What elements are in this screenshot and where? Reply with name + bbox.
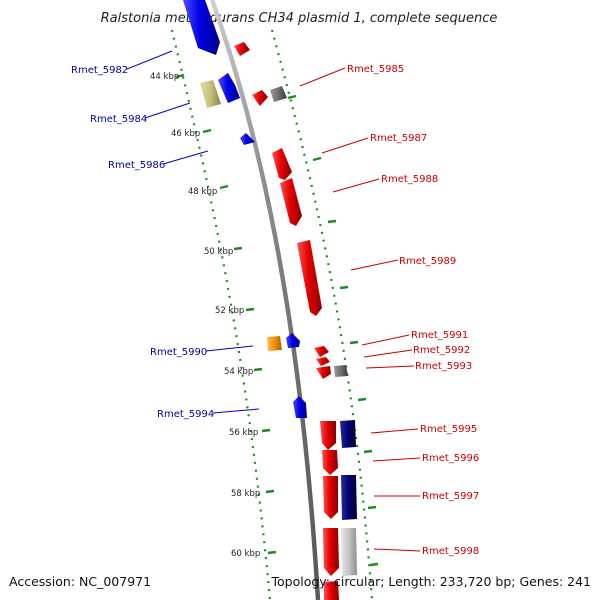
gene-rmet-5988[interactable]	[280, 178, 302, 226]
kbp-tick-label: 58 kbp	[231, 489, 260, 499]
gene-label[interactable]: Rmet_5987	[370, 133, 427, 144]
gene-label[interactable]: Rmet_5996	[422, 453, 479, 464]
gene-rmet-5997-navy[interactable]	[341, 475, 357, 520]
gene-rmet-5986[interactable]	[240, 133, 255, 145]
gene-label[interactable]: Rmet_5998	[422, 546, 479, 557]
gene-label[interactable]: Rmet_5991	[411, 330, 468, 341]
gene-label[interactable]: Rmet_5994	[157, 409, 214, 420]
right-tick-ring	[270, 29, 374, 600]
gene-rmet-5993-red[interactable]	[316, 366, 331, 379]
gene-label[interactable]: Rmet_5982	[71, 65, 128, 76]
gene-rmet-5992[interactable]	[316, 357, 330, 366]
kbp-tick-label: 48 kbp	[188, 187, 217, 197]
gene-rmet-5997[interactable]	[323, 476, 338, 519]
forward-leader-lines	[299, 67, 421, 552]
gene-label[interactable]: Rmet_5986	[108, 160, 165, 171]
gene-rmet-5998[interactable]	[323, 528, 339, 576]
gene-label[interactable]: Rmet_5985	[347, 64, 404, 75]
topology-summary: Topology: circular; Length: 233,720 bp; …	[271, 574, 592, 589]
gene-red-small[interactable]	[252, 90, 268, 106]
plasmid-backbone	[209, 0, 321, 600]
gene-label[interactable]: Rmet_5988	[381, 174, 438, 185]
gene-label[interactable]: Rmet_5992	[413, 345, 470, 356]
gene-rmet-5995[interactable]	[320, 421, 336, 450]
gene-rmet-5985[interactable]	[270, 86, 287, 102]
gene-rmet-5990-orange[interactable]	[267, 336, 282, 351]
gene-label[interactable]: Rmet_5997	[422, 491, 479, 502]
gene-rmet-5996[interactable]	[322, 450, 338, 475]
gene-rmet-5993[interactable]	[334, 365, 348, 377]
right-major-ticks	[287, 94, 379, 567]
gene-label[interactable]: Rmet_5984	[90, 114, 147, 125]
gene-red-bottom[interactable]	[324, 581, 339, 600]
gene-rmet-5982[interactable]	[183, 0, 220, 55]
gene-rmet-5984-khaki[interactable]	[200, 80, 221, 108]
gene-rmet-5998-light[interactable]	[341, 528, 357, 576]
left-major-ticks	[175, 73, 277, 555]
gene-red-small-top[interactable]	[234, 42, 250, 56]
gene-rmet-5990[interactable]	[286, 333, 300, 348]
kbp-tick-label: 46 kbp	[171, 129, 200, 139]
gene-rmet-5984[interactable]	[218, 73, 240, 103]
kbp-tick-label: 60 kbp	[231, 549, 260, 559]
gene-label[interactable]: Rmet_5990	[150, 347, 207, 358]
kbp-tick-label: 50 kbp	[204, 247, 233, 257]
kbp-tick-label: 54 kbp	[224, 367, 253, 377]
gene-rmet-5989[interactable]	[297, 240, 322, 316]
gene-rmet-5991[interactable]	[314, 346, 329, 357]
reverse-leader-lines	[126, 50, 260, 414]
gene-rmet-5994[interactable]	[293, 396, 307, 418]
gene-rmet-5987[interactable]	[272, 148, 292, 180]
gene-label[interactable]: Rmet_5995	[420, 424, 477, 435]
kbp-tick-label: 52 kbp	[215, 306, 244, 316]
accession-text: Accession: NC_007971	[9, 574, 151, 589]
gene-rmet-5995-navy[interactable]	[340, 420, 356, 448]
gene-label[interactable]: Rmet_5989	[399, 256, 456, 267]
map-title: Ralstonia metallidurans CH34 plasmid 1, …	[101, 11, 498, 26]
gene-label[interactable]: Rmet_5993	[415, 361, 472, 372]
kbp-tick-label: 44 kbp	[150, 72, 179, 82]
kbp-tick-label: 56 kbp	[229, 428, 258, 438]
